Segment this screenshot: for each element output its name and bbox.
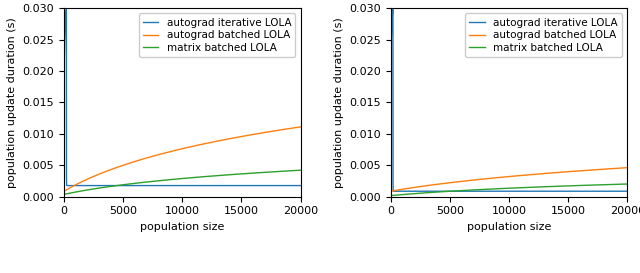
autograd batched LOLA <box>290 126 298 130</box>
autograd iterative LOLA <box>290 184 298 187</box>
Line: matrix batched LOLA: matrix batched LOLA <box>390 184 627 196</box>
Line: matrix batched LOLA: matrix batched LOLA <box>64 170 301 194</box>
matrix batched LOLA <box>72 190 80 194</box>
autograd batched LOLA <box>169 149 177 153</box>
Line: autograd batched LOLA: autograd batched LOLA <box>64 127 301 191</box>
matrix batched LOLA <box>399 193 406 196</box>
Legend: autograd iterative LOLA, autograd batched LOLA, matrix batched LOLA: autograd iterative LOLA, autograd batche… <box>465 13 622 57</box>
Line: autograd iterative LOLA: autograd iterative LOLA <box>64 10 301 186</box>
Y-axis label: population update duration (s): population update duration (s) <box>333 17 344 188</box>
autograd batched LOLA <box>616 167 624 170</box>
autograd iterative LOLA <box>502 189 509 193</box>
autograd batched LOLA <box>623 166 631 169</box>
autograd iterative LOLA <box>495 189 503 193</box>
Y-axis label: population update duration (s): population update duration (s) <box>7 17 17 188</box>
autograd iterative LOLA <box>72 184 80 187</box>
autograd iterative LOLA <box>389 8 397 11</box>
matrix batched LOLA <box>502 187 509 190</box>
matrix batched LOLA <box>387 194 394 197</box>
autograd iterative LOLA <box>60 184 68 187</box>
matrix batched LOLA <box>495 187 503 190</box>
autograd batched LOLA <box>616 167 624 170</box>
autograd iterative LOLA <box>246 184 254 187</box>
matrix batched LOLA <box>573 184 580 187</box>
matrix batched LOLA <box>290 169 298 172</box>
autograd batched LOLA <box>297 125 305 129</box>
Legend: autograd iterative LOLA, autograd batched LOLA, matrix batched LOLA: autograd iterative LOLA, autograd batche… <box>138 13 296 57</box>
Line: autograd iterative LOLA: autograd iterative LOLA <box>390 10 627 191</box>
Line: autograd batched LOLA: autograd batched LOLA <box>390 168 627 191</box>
autograd batched LOLA <box>573 170 580 173</box>
matrix batched LOLA <box>246 172 254 175</box>
matrix batched LOLA <box>616 183 624 186</box>
autograd iterative LOLA <box>573 189 581 193</box>
autograd iterative LOLA <box>169 184 177 187</box>
matrix batched LOLA <box>169 178 177 181</box>
autograd batched LOLA <box>495 176 503 179</box>
matrix batched LOLA <box>60 193 68 196</box>
matrix batched LOLA <box>290 169 298 172</box>
autograd iterative LOLA <box>616 189 624 193</box>
autograd iterative LOLA <box>623 189 631 193</box>
autograd iterative LOLA <box>297 184 305 187</box>
matrix batched LOLA <box>616 183 624 186</box>
autograd batched LOLA <box>60 189 68 193</box>
autograd batched LOLA <box>72 183 80 186</box>
autograd batched LOLA <box>387 189 394 193</box>
autograd iterative LOLA <box>290 184 298 187</box>
autograd iterative LOLA <box>63 8 70 11</box>
autograd batched LOLA <box>175 148 183 151</box>
autograd iterative LOLA <box>399 189 406 193</box>
autograd batched LOLA <box>290 126 298 129</box>
autograd batched LOLA <box>246 133 254 136</box>
X-axis label: population size: population size <box>140 222 225 232</box>
X-axis label: population size: population size <box>467 222 551 232</box>
matrix batched LOLA <box>297 168 305 172</box>
autograd batched LOLA <box>502 175 509 179</box>
autograd iterative LOLA <box>387 189 394 193</box>
matrix batched LOLA <box>623 182 631 186</box>
autograd iterative LOLA <box>175 184 183 187</box>
matrix batched LOLA <box>175 177 183 180</box>
autograd iterative LOLA <box>616 189 624 193</box>
autograd batched LOLA <box>399 188 406 191</box>
